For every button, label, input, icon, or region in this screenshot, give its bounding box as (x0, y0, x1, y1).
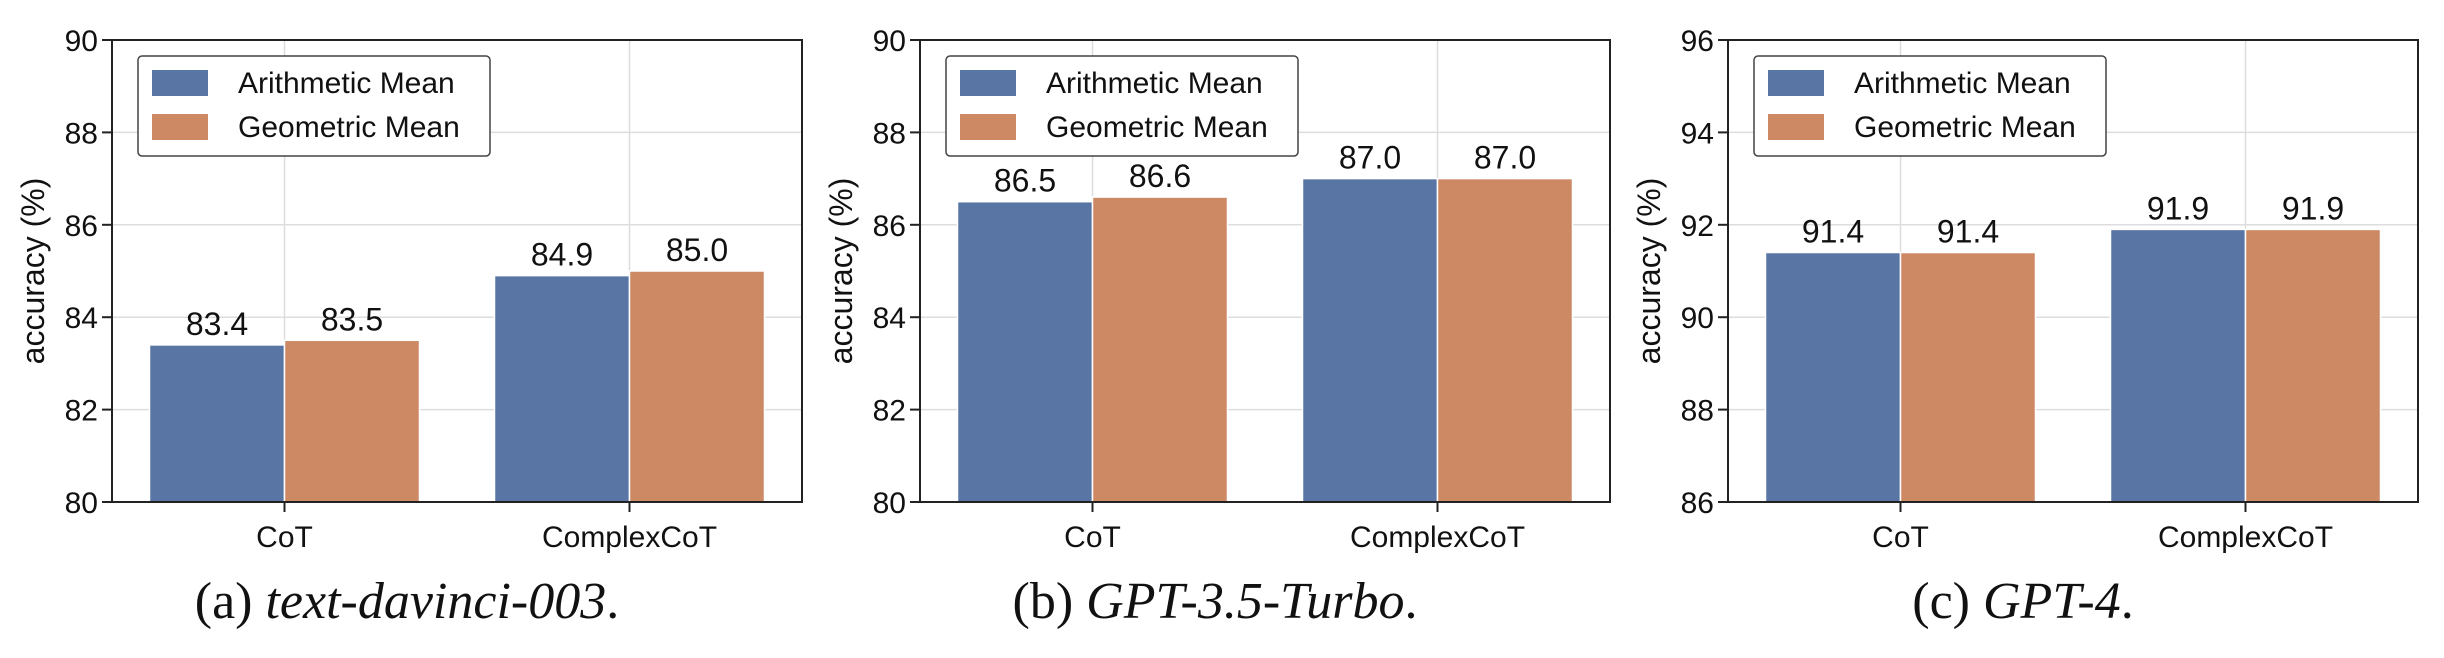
bar (1301, 177, 1439, 503)
data-label: 87.0 (1474, 140, 1536, 176)
bar (283, 339, 421, 503)
x-tick-label: ComplexCoT (2158, 521, 2333, 554)
y-tick-label: 84 (65, 302, 98, 335)
panel-a: 83.4 84.9 83.5 85.0 80 82 84 86 88 90 CoT ComplexCo… (0, 0, 814, 658)
y-tick-label: 86 (1681, 487, 1714, 520)
data-label: 87.0 (1339, 140, 1401, 176)
x-tick-label: ComplexCoT (542, 521, 717, 554)
y-tick-label: 82 (873, 395, 906, 428)
caption-a-suffix: . (606, 573, 620, 630)
bar (148, 344, 286, 503)
legend-box (945, 55, 1299, 157)
legend-label: Arithmetic Mean (1046, 67, 1263, 100)
legend-label: Geometric Mean (1854, 111, 2076, 144)
bar (493, 274, 631, 503)
y-axis-label: accuracy (%) (1631, 178, 1667, 365)
y-axis-label: accuracy (%) (823, 178, 859, 365)
caption-a: (a) text-davinci-003. (0, 572, 814, 631)
caption-c: (c) GPT-4. (1616, 572, 2430, 631)
plot-frame (919, 39, 1611, 503)
panel-c: 91.4 91.9 91.4 91.9 86 88 90 92 94 96 CoT ComplexCo… (1616, 0, 2430, 658)
legend-label: Arithmetic Mean (238, 67, 455, 100)
legend-swatch (152, 114, 208, 140)
y-tick-label: 92 (1681, 210, 1714, 243)
x-tick-label: CoT (1872, 521, 1929, 554)
y-tick-label: 90 (65, 25, 98, 58)
bar (2244, 228, 2382, 503)
y-tick-label: 88 (1681, 395, 1714, 428)
y-tick-label: 86 (873, 210, 906, 243)
caption-b: (b) GPT-3.5-Turbo. (808, 572, 1622, 631)
data-label: 84.9 (531, 237, 593, 273)
bar (1436, 177, 1574, 503)
x-tick-label: CoT (256, 521, 313, 554)
y-tick-label: 96 (1681, 25, 1714, 58)
legend-label: Geometric Mean (1046, 111, 1268, 144)
data-label: 86.5 (994, 163, 1056, 199)
chart-a: 83.4 84.9 83.5 85.0 80 82 84 86 88 90 CoT ComplexCo… (15, 25, 803, 554)
y-tick-label: 80 (65, 487, 98, 520)
y-tick-label: 88 (873, 117, 906, 150)
x-tick-label: CoT (1064, 521, 1121, 554)
data-label: 91.4 (1802, 214, 1864, 250)
y-axis-label: accuracy (%) (15, 178, 51, 365)
bar (1764, 251, 1902, 503)
y-tick-label: 80 (873, 487, 906, 520)
y-tick-label: 94 (1681, 117, 1714, 150)
bar (956, 200, 1094, 503)
data-label: 91.9 (2147, 190, 2209, 226)
y-tick-label: 84 (873, 302, 906, 335)
data-label: 86.6 (1129, 158, 1191, 194)
y-tick-label: 82 (65, 395, 98, 428)
legend-box (137, 55, 491, 157)
legend-swatch (1768, 70, 1824, 96)
chart-c: 91.4 91.9 91.4 91.9 86 88 90 92 94 96 CoT ComplexCo… (1631, 25, 2419, 554)
legend-swatch (1768, 114, 1824, 140)
data-label: 85.0 (666, 232, 728, 268)
caption-b-suffix: . (1404, 573, 1418, 630)
caption-b-name: GPT-3.5-Turbo (1086, 573, 1405, 630)
panel-b: 86.5 87.0 86.6 87.0 80 82 84 86 88 90 CoT ComplexCo… (808, 0, 1622, 658)
data-label: 83.4 (186, 306, 248, 342)
y-tick-label: 88 (65, 117, 98, 150)
legend-label: Geometric Mean (238, 111, 460, 144)
caption-b-prefix: (b) (1012, 573, 1074, 630)
y-tick-label: 90 (873, 25, 906, 58)
plot-frame (1727, 39, 2419, 503)
bar (1899, 251, 2037, 503)
plot-frame (111, 39, 803, 503)
bar (628, 270, 766, 503)
bar (2109, 228, 2247, 503)
legend-box (1753, 55, 2107, 157)
data-label: 91.9 (2282, 190, 2344, 226)
caption-c-suffix: . (2120, 573, 2134, 630)
chart-b: 86.5 87.0 86.6 87.0 80 82 84 86 88 90 CoT ComplexCo… (823, 25, 1611, 554)
caption-a-prefix: (a) (194, 573, 253, 630)
legend-label: Arithmetic Mean (1854, 67, 2071, 100)
caption-c-prefix: (c) (1912, 573, 1970, 630)
data-label: 83.5 (321, 301, 383, 337)
bar (1091, 196, 1229, 503)
caption-c-name: GPT-4 (1983, 573, 2121, 630)
y-tick-label: 86 (65, 210, 98, 243)
x-tick-label: ComplexCoT (1350, 521, 1525, 554)
legend-swatch (960, 70, 1016, 96)
legend-swatch (960, 114, 1016, 140)
caption-a-name: text-davinci-003 (265, 573, 607, 630)
data-label: 91.4 (1937, 214, 1999, 250)
legend-swatch (152, 70, 208, 96)
y-tick-label: 90 (1681, 302, 1714, 335)
